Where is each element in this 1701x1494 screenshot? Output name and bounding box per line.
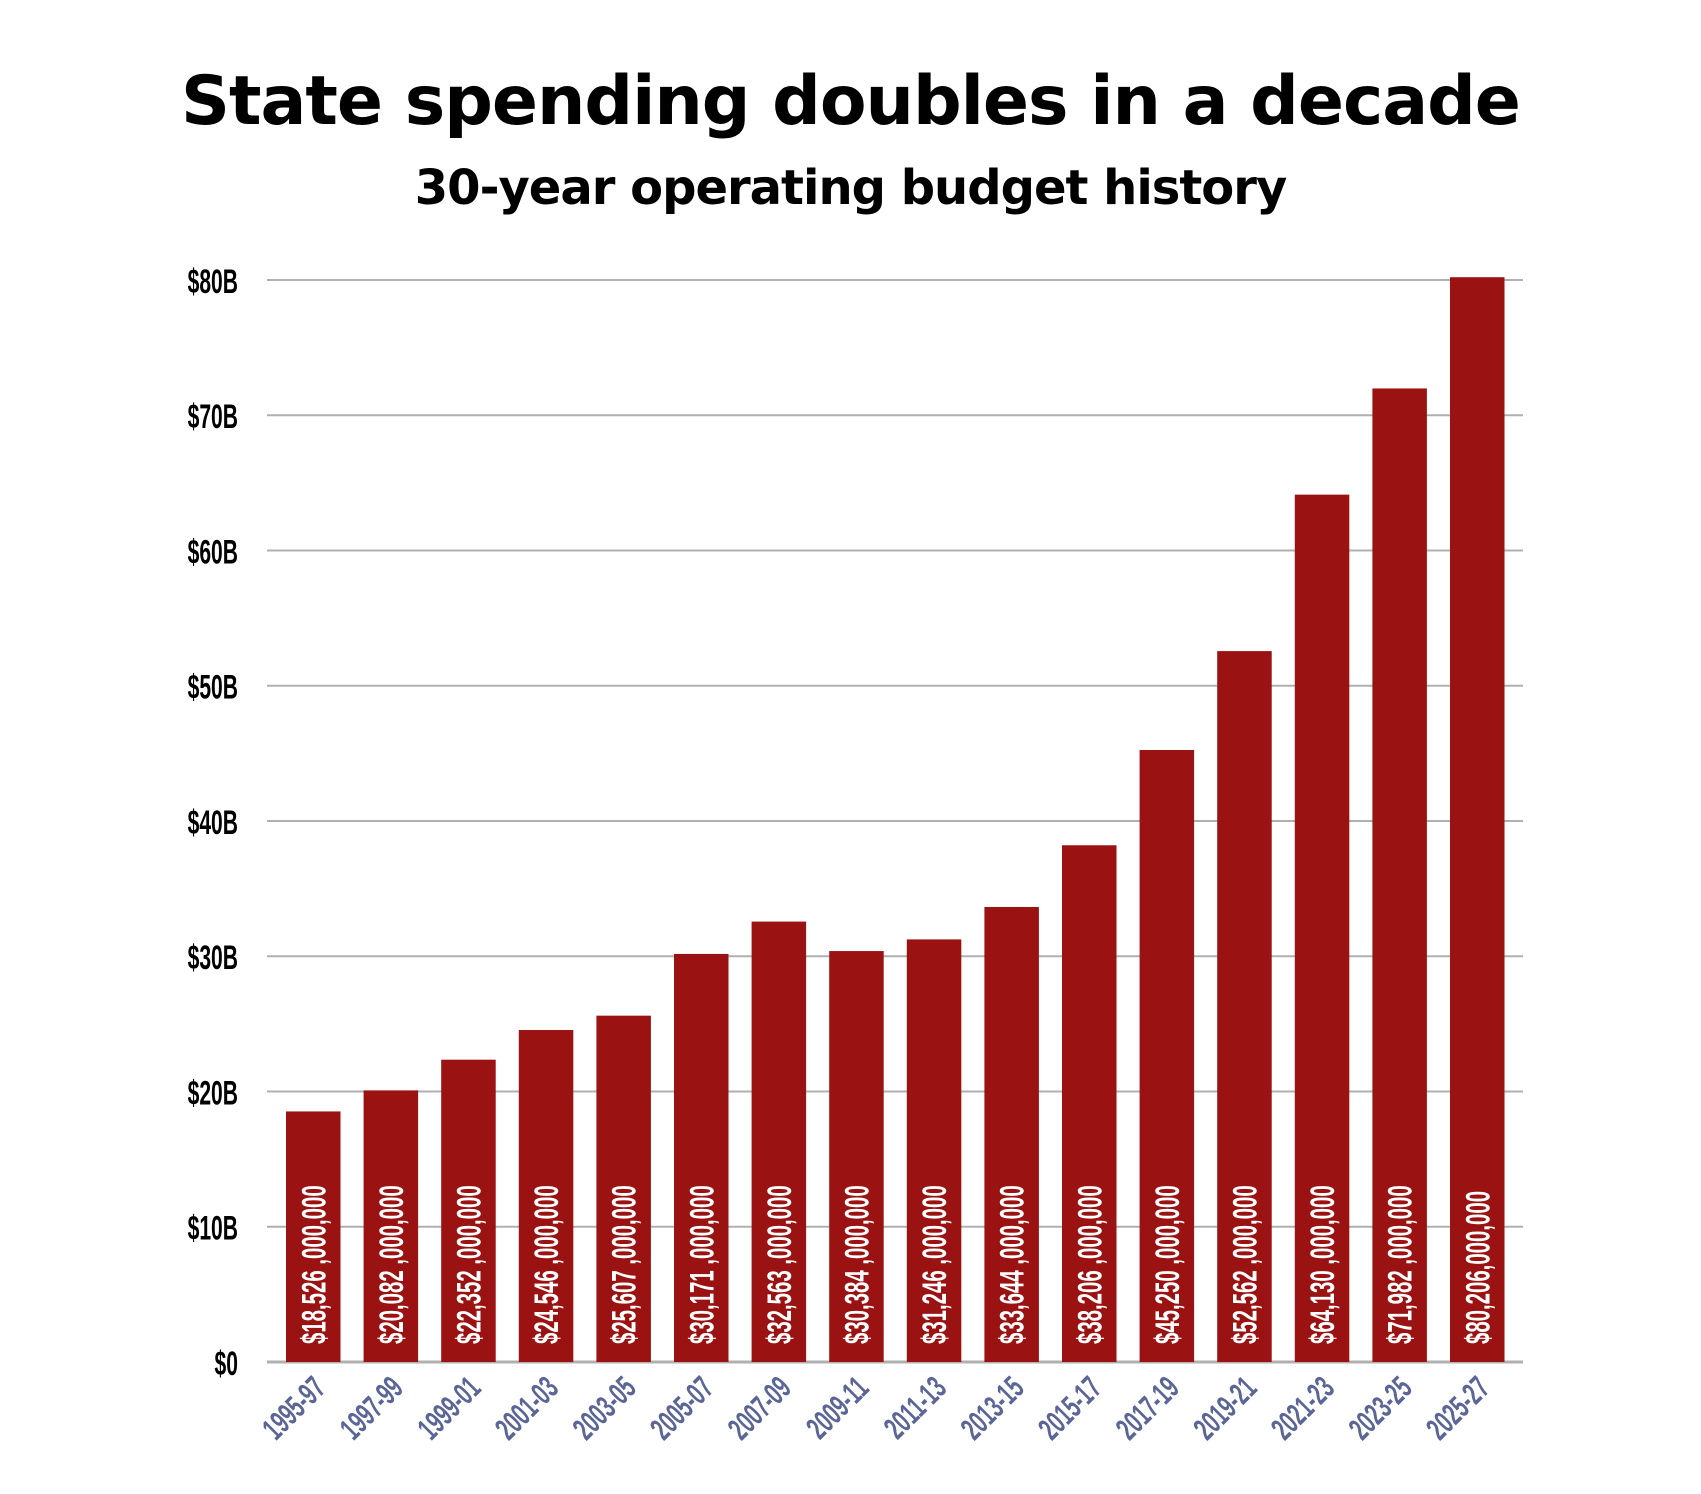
bar-data-label: $80,206,000,000 [1459, 1191, 1497, 1344]
x-tick-label: 2021-23 [1264, 1370, 1341, 1447]
bar-data-label: $18,526 ,000,000 [295, 1185, 333, 1344]
y-tick-label: $40B [188, 803, 238, 841]
bar-data-label: $30,171 ,000,000 [683, 1185, 721, 1344]
bar [674, 953, 729, 1362]
x-tick-label: 2007-09 [721, 1370, 798, 1447]
x-tick-label: 1995-97 [255, 1370, 332, 1447]
chart-subtitle: 30-year operating budget history [414, 160, 1287, 216]
y-tick-label: $10B [188, 1208, 238, 1246]
bar-data-label: $22,352 ,000,000 [450, 1185, 488, 1344]
bar [363, 1090, 419, 1362]
x-tick-label: 2015-17 [1031, 1370, 1108, 1447]
x-tick-label: 1999-01 [411, 1369, 488, 1446]
bar-data-label: $33,644 ,000,000 [993, 1185, 1031, 1344]
x-tick-label: 2011-13 [877, 1370, 953, 1446]
bar-data-label: $45,250 ,000,000 [1149, 1185, 1187, 1344]
bar-data-label: $38,206 ,000,000 [1071, 1185, 1109, 1344]
bar [1139, 749, 1195, 1362]
x-tick-label: 2013-15 [954, 1369, 1031, 1446]
bar [1294, 494, 1350, 1363]
bar-data-label: $31,246 ,000,000 [916, 1185, 954, 1344]
y-tick-label: $60B [188, 532, 238, 570]
x-tick-label: 2025-27 [1419, 1370, 1496, 1447]
bar-data-label: $25,607 ,000,000 [605, 1185, 643, 1344]
bar-data-label: $71,982 ,000,000 [1381, 1185, 1419, 1344]
y-tick-label: $50B [188, 667, 238, 705]
bar-data-label: $32,563 ,000,000 [761, 1185, 799, 1344]
bar [751, 921, 807, 1362]
bar [984, 906, 1039, 1362]
x-tick-label: 1997-99 [333, 1370, 410, 1447]
x-tick-label: 2003-05 [566, 1369, 643, 1446]
bar [518, 1030, 574, 1362]
x-tick-label: 2005-07 [643, 1370, 720, 1447]
bar-data-label: $52,562 ,000,000 [1226, 1185, 1264, 1344]
y-tick-label: $20B [188, 1073, 238, 1111]
y-tick-label: $30B [188, 938, 238, 976]
x-tick-label: 2019-21 [1187, 1369, 1264, 1446]
bar-data-label: $64,130 ,000,000 [1304, 1185, 1342, 1344]
chart-title: State spending doubles in a decade [181, 62, 1521, 141]
x-tick-label: 2017-19 [1109, 1370, 1186, 1447]
bar-data-label: $20,082 ,000,000 [373, 1185, 411, 1344]
bar [829, 951, 884, 1362]
y-tick-label: $0 [215, 1344, 238, 1382]
bar [286, 1111, 341, 1362]
y-tick-label: $70B [188, 397, 238, 435]
bar [906, 939, 962, 1362]
bar [441, 1059, 496, 1362]
bar [1450, 277, 1505, 1362]
bar [1372, 388, 1427, 1362]
bar [1062, 845, 1117, 1362]
x-tick-label: 2023-25 [1342, 1369, 1419, 1446]
bar-data-label: $24,546 ,000,000 [528, 1185, 566, 1344]
bar-data-label: $30,384 ,000,000 [838, 1185, 876, 1344]
bar [596, 1015, 651, 1362]
x-tick-label: 2001-03 [488, 1370, 565, 1447]
bar [1217, 651, 1272, 1362]
x-tick-label: 2009-11 [799, 1369, 875, 1445]
y-tick-label: $80B [188, 262, 238, 300]
